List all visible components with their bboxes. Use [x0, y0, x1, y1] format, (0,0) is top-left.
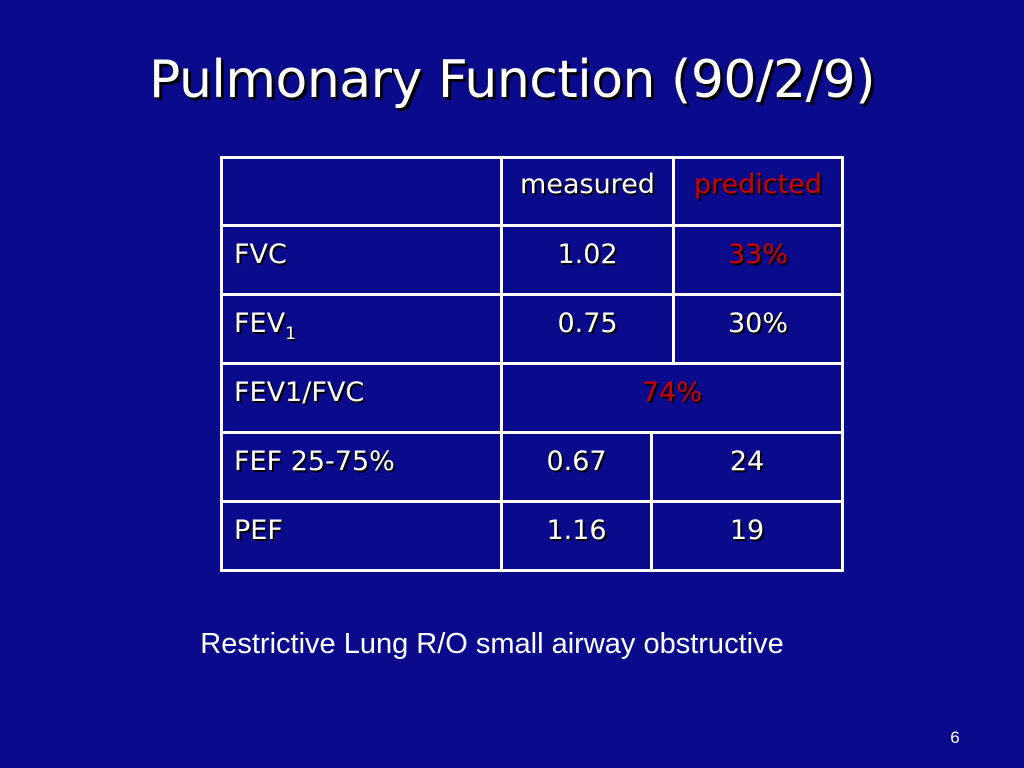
row-label-pef: PEF [234, 515, 283, 546]
table-column-divider [672, 156, 675, 364]
measured-fvc: 1.02 [557, 239, 618, 270]
merged-value-fev1-fvc: 74% [641, 377, 702, 408]
pulmonary-function-table: measured predicted FVC 1.02 33% FEV1 0.7… [220, 156, 844, 572]
table-border-right [841, 156, 844, 572]
predicted-fvc: 33% [727, 239, 788, 270]
table-column-divider [500, 156, 503, 572]
slide-title: Pulmonary Function (90/2/9) [149, 50, 875, 110]
measured-fef: 0.67 [546, 446, 607, 477]
row-label-fev1-fvc: FEV1/FVC [234, 377, 365, 408]
table-row-divider [220, 431, 844, 434]
table-row-divider [220, 362, 844, 365]
predicted-pef: 19 [729, 515, 765, 546]
row-label-fev1-subscript: 1 [285, 324, 296, 344]
predicted-fef: 24 [729, 446, 765, 477]
table-border-top [220, 156, 844, 159]
table-row-divider [220, 500, 844, 503]
slide-caption: Restrictive Lung R/O small airway obstru… [200, 628, 784, 660]
table-border-bottom [220, 569, 844, 572]
table-row-divider [220, 224, 844, 227]
row-label-fev1: FEV1 [234, 307, 494, 344]
header-measured: measured [520, 169, 655, 200]
measured-pef: 1.16 [546, 515, 607, 546]
predicted-fev1: 30% [727, 308, 788, 339]
header-predicted: predicted [693, 169, 823, 200]
table-border-left [220, 156, 223, 572]
table-column-divider [650, 431, 653, 572]
table-row-divider [220, 293, 844, 296]
row-label-fev1-text: FEV [234, 308, 286, 339]
page-number: 6 [950, 728, 960, 747]
row-label-fvc: FVC [234, 239, 287, 270]
measured-fev1: 0.75 [557, 308, 618, 339]
row-label-fef: FEF 25-75% [234, 446, 395, 477]
